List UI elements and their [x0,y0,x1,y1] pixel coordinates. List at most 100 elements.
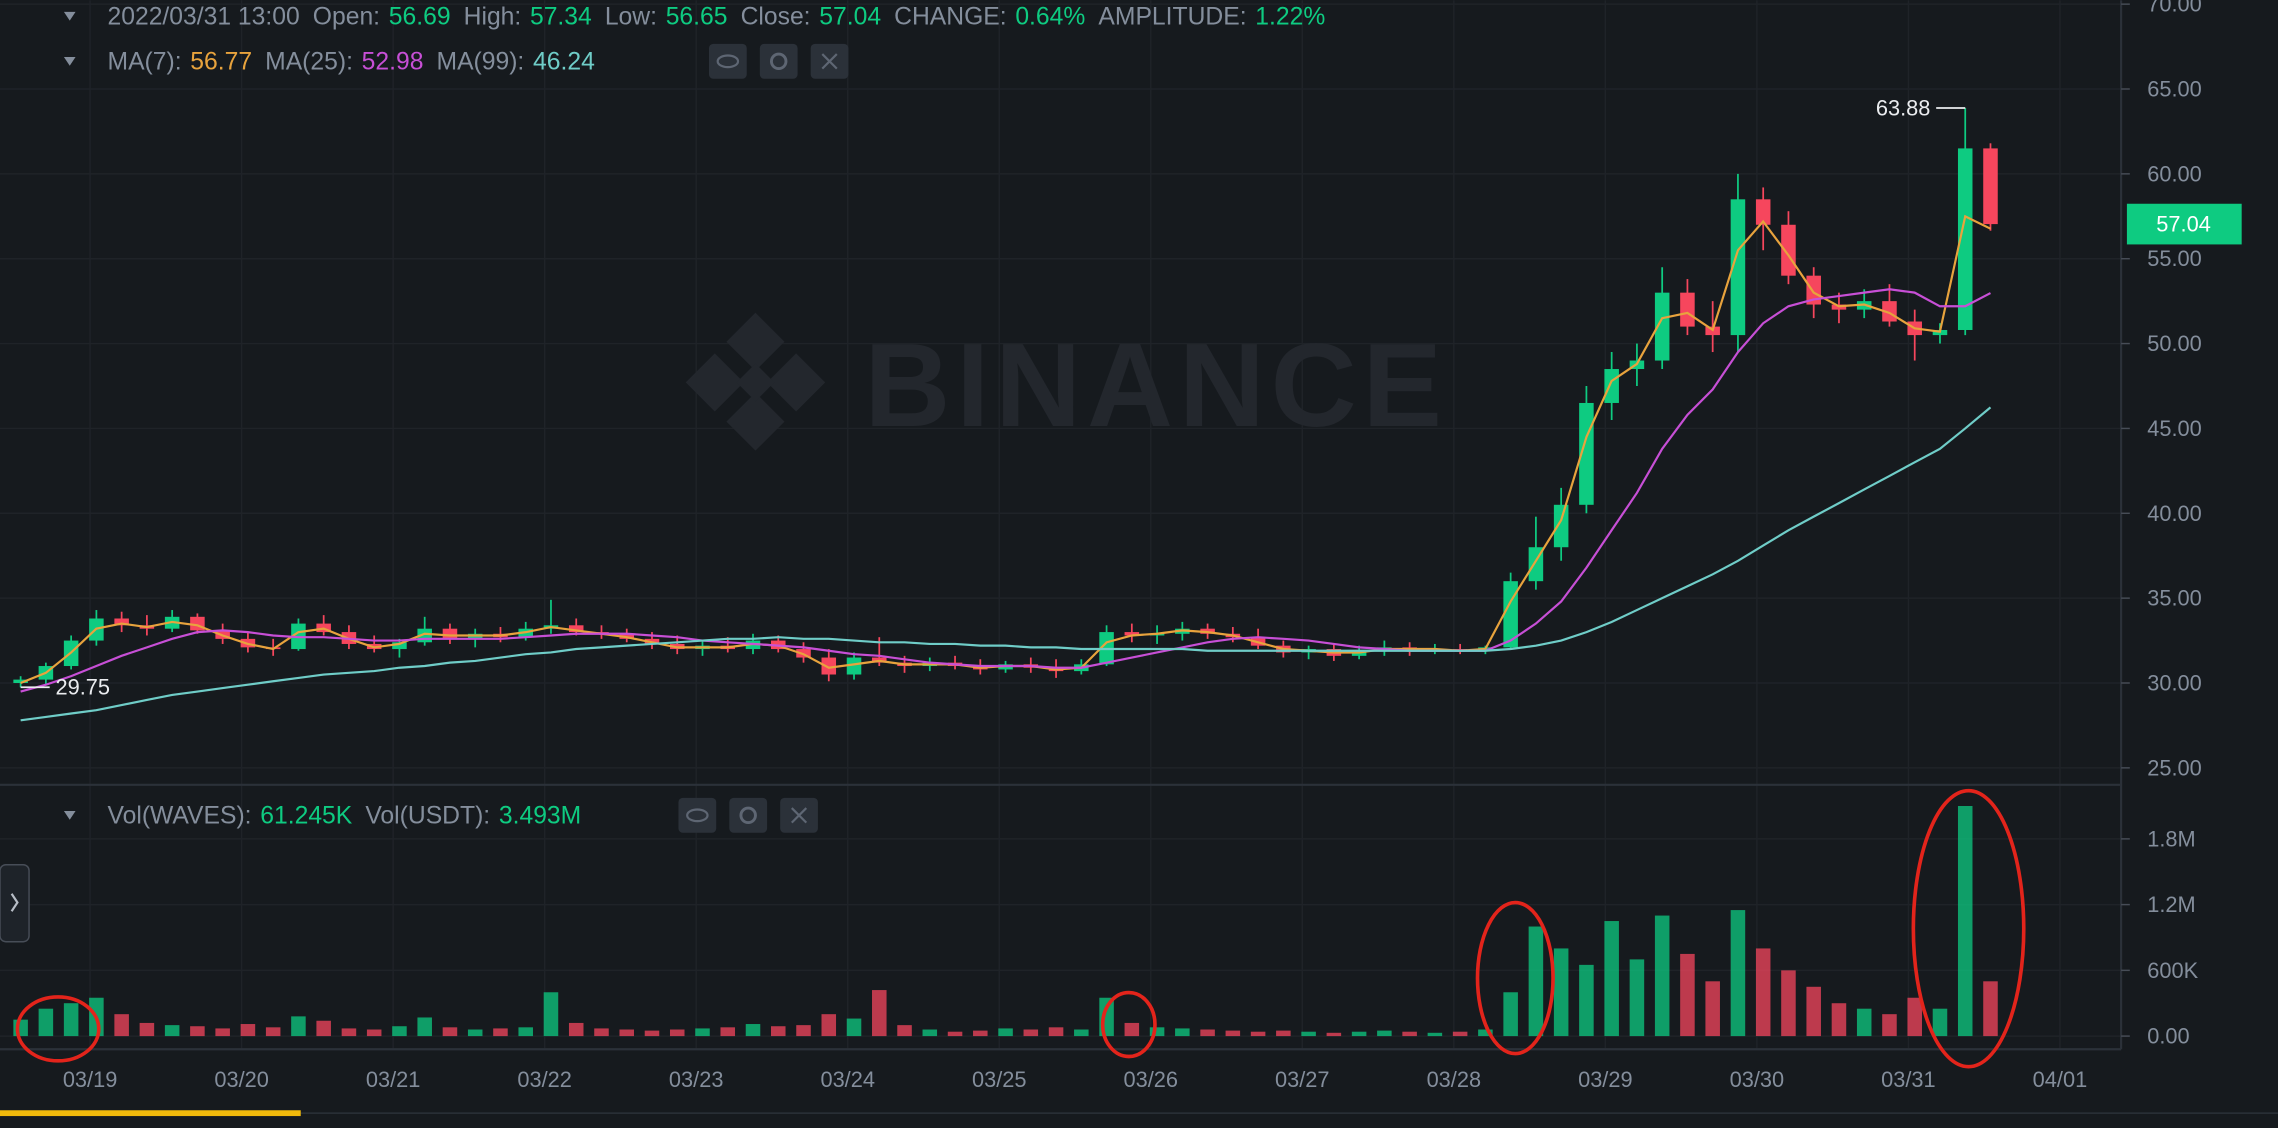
close-shape [791,807,808,824]
candle-body [114,618,129,626]
ma-value: 56.77 [190,48,252,75]
volume-bar [1326,1032,1342,1037]
volume-bar [240,1024,256,1037]
x-tick-label: 03/24 [820,1067,875,1092]
volume-bar [1528,926,1544,1037]
volume-tick-label: 1.8M [2147,826,2195,851]
volume-bar [922,1029,938,1037]
candle-body [1553,504,1569,548]
eye-shape [716,54,740,69]
settings-icon[interactable] [729,797,768,833]
volume-bar [467,1029,483,1037]
x-tick-label: 03/22 [517,1067,572,1092]
collapse-arrow[interactable] [63,11,76,21]
volume-bar [291,1016,306,1037]
volume-bar [392,1026,407,1037]
candle-body [1957,148,1973,330]
x-tick-label: 03/20 [214,1067,269,1092]
ohlc-label: CHANGE: [894,3,1006,30]
volume-bar [1402,1031,1417,1037]
eye-icon[interactable] [708,43,747,79]
expand-button[interactable] [0,864,30,943]
legend-toggles[interactable] [63,11,76,820]
ohlc-value: 56.69 [389,3,451,30]
candle-body [1604,369,1619,403]
eye-shape [686,808,709,823]
volume-bar [821,1014,837,1037]
x-tick-label: 03/19 [63,1067,118,1092]
candle-body [442,628,458,639]
y-tick-label: 25.00 [2147,755,2202,780]
x-tick-label: 03/27 [1275,1067,1330,1092]
volume-bar [1907,997,1922,1037]
volume-bar [543,992,559,1037]
collapse-arrow[interactable] [63,810,76,820]
volume-value: 3.493M [499,802,581,829]
volume-bar [1351,1031,1367,1037]
ma-value: 52.98 [362,48,424,75]
x-tick-label: 03/21 [366,1067,421,1092]
volume-bar [695,1028,710,1037]
volume-bar [1225,1030,1241,1037]
volume-bar [1074,1029,1089,1037]
candle-body [392,642,407,650]
volume-bar [63,1003,79,1037]
volume-bar [1200,1029,1215,1037]
volume-bar [1579,964,1594,1037]
volume-bar [796,1025,811,1037]
volume-bar [1175,1028,1190,1037]
x-tick-label: 03/26 [1124,1067,1179,1092]
plot-layer [13,108,1998,1037]
ma-label: MA(25): [265,48,353,75]
volume-tick-label: 0.00 [2147,1024,2189,1049]
volume-bar [897,1025,912,1037]
volume-bar [38,1008,54,1037]
candle-body [1503,581,1518,648]
volume-bar [1023,1029,1039,1037]
volume-bar [1301,1031,1316,1037]
volume-bar [1478,1029,1493,1037]
watermark: BINANCE [864,319,1447,452]
volume-bar [973,1030,988,1037]
volume-bar [1124,1022,1140,1037]
indicator-icons[interactable] [678,43,849,833]
collapse-arrow[interactable] [63,56,76,66]
ohlc-value: 1.22% [1255,3,1325,30]
volume-bar [1604,921,1619,1037]
volume-bar [1149,1027,1165,1037]
y-tick-label: 70.00 [2147,0,2202,17]
candle-body [846,657,862,675]
candle-body [1755,199,1771,225]
volume-bar [139,1022,155,1037]
volume-bar [1680,953,1695,1037]
y-tick-label: 45.00 [2147,416,2202,441]
volume-bar [1250,1031,1266,1037]
candle-body [1680,292,1695,327]
volume-bar [190,1026,205,1037]
volume-bar [114,1014,129,1037]
gear-shape [739,806,757,825]
side-expand-button[interactable] [0,864,30,943]
volume-bar [1705,981,1720,1037]
volume-bar [1781,970,1796,1037]
expand-arrow [10,893,19,912]
volume-bar [13,1019,28,1037]
ohlc-value: 56.65 [666,3,728,30]
settings-icon[interactable] [759,43,798,79]
volume-bar [518,1027,533,1037]
volume-bar [1553,948,1569,1037]
x-tick-label: 03/30 [1730,1067,1785,1092]
ohlc-label: AMPLITUDE: [1098,3,1246,30]
volume-bar [1377,1030,1392,1037]
volume-bar [1503,992,1518,1037]
volume-bar [720,1027,736,1037]
candle-body [1781,224,1796,276]
eye-icon[interactable] [678,797,717,833]
candle-body [1983,148,1998,225]
volume-bar [265,1027,281,1037]
y-tick-label: 65.00 [2147,76,2202,101]
x-tick-label: 03/25 [972,1067,1027,1092]
volume-bar [164,1025,180,1037]
volume-tick-label: 1.2M [2147,892,2195,917]
